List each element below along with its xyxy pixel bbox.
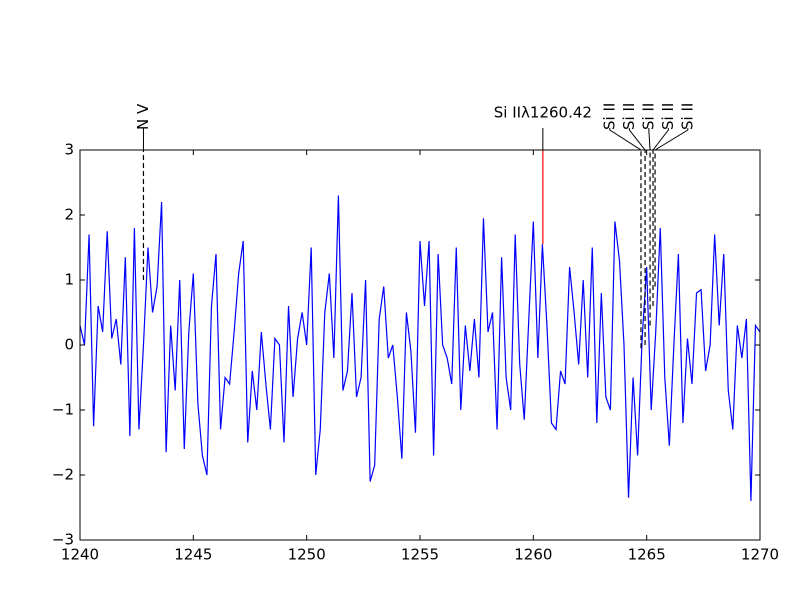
y-tick-label: −2: [52, 466, 74, 484]
y-tick-label: −1: [52, 401, 74, 419]
x-tick-label: 1250: [288, 546, 326, 564]
annotation-connector: [648, 128, 651, 151]
y-tick-label: 0: [64, 336, 74, 354]
annotation-label: Si II: [600, 103, 618, 130]
x-tick-label: 1260: [514, 546, 552, 564]
annotation-label: Si II: [620, 103, 638, 130]
y-tick-label: 3: [64, 141, 74, 159]
annotation-label: N V: [134, 103, 152, 130]
y-tick-label: −3: [52, 531, 74, 549]
annotation-connector: [628, 128, 646, 151]
x-tick-label: 1255: [401, 546, 439, 564]
annotation-connector: [652, 128, 669, 151]
x-tick-label: 1265: [628, 546, 666, 564]
annotation-label: Si II: [678, 103, 696, 130]
y-tick-label: 2: [64, 206, 74, 224]
annotation-connector: [654, 128, 689, 151]
annotation-label: Si II: [639, 103, 657, 130]
x-tick-label: 1240: [61, 546, 99, 564]
x-tick-label: 1245: [174, 546, 212, 564]
x-tick-label: 1270: [741, 546, 779, 564]
annotation-connector: [609, 128, 642, 151]
annotation-label: Si II: [659, 103, 677, 130]
y-tick-label: 1: [64, 271, 74, 289]
data-line: [80, 195, 760, 502]
annotation-label: Si IIλ1260.42: [494, 104, 592, 122]
